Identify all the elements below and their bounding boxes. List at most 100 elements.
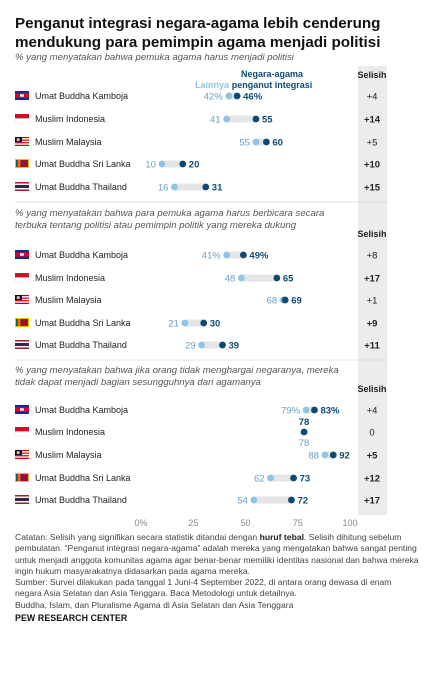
flag-stripe	[15, 340, 29, 342]
flag-stripe	[15, 114, 29, 119]
flag-stripe	[17, 160, 20, 167]
pew-logo: PEW RESEARCH CENTER	[15, 613, 128, 623]
flag-stripe	[15, 456, 29, 458]
value-label-other: 54	[237, 496, 248, 507]
range-bar	[223, 115, 259, 123]
range-bar	[198, 341, 226, 349]
range-bar	[267, 474, 297, 482]
flag-stripe	[15, 142, 29, 144]
dot-integration	[281, 296, 289, 304]
panel-subtitle: % yang menyatakan bahwa jika orang tidak…	[15, 365, 339, 388]
chart-row: Umat Buddha Thailand 29 39 +11	[15, 340, 381, 352]
chart-row: Muslim Malaysia 68 69 +1	[15, 295, 377, 307]
dot-other	[302, 406, 310, 414]
diff-value: +5	[367, 138, 378, 149]
diff-value: +11	[364, 341, 380, 352]
dot-integration	[179, 160, 187, 168]
dot-other	[223, 115, 231, 123]
dot-integration	[202, 183, 210, 191]
diff-column-bg	[358, 66, 387, 515]
value-label-integration: 92	[339, 451, 350, 462]
diff-header: Selisih	[357, 70, 386, 80]
note-text: Catatan: Selisih yang signifikan secara …	[15, 532, 260, 542]
panel-subtitle: % yang menyatakan bahwa para pemuka agam…	[15, 208, 324, 231]
row-label: Umat Buddha Thailand	[35, 495, 127, 505]
flag-stripe	[15, 341, 29, 343]
chart-row: Muslim Malaysia 88 92 +5	[15, 450, 378, 462]
note-bold-text: huruf tebal	[259, 532, 304, 542]
dot-integration	[273, 274, 281, 282]
dot-integration	[200, 319, 208, 327]
range-bar	[171, 183, 209, 191]
chart-row: Muslim Indonesia 78 78 0	[14, 417, 375, 449]
value-label-integration: 20	[189, 160, 200, 171]
flag-stripe	[17, 474, 20, 481]
flag-stripe	[15, 183, 29, 185]
chart-row: Muslim Indonesia 41 55 +14	[14, 114, 381, 126]
flag-stripe	[15, 300, 29, 302]
flag-stripe	[15, 347, 29, 349]
flag-stripe	[15, 273, 29, 278]
report-title: Buddha, Islam, dan Pluralisme Agama di A…	[15, 599, 294, 610]
diff-value: +4	[367, 406, 378, 417]
flag-stripe	[16, 319, 18, 326]
value-label-integration: 55	[262, 115, 273, 126]
value-label-other: 79%	[281, 406, 301, 417]
dot-other	[267, 474, 274, 482]
value-label-integration: 83%	[320, 406, 340, 417]
flag-panel	[20, 160, 28, 167]
value-label-other: 88	[308, 451, 319, 462]
dot-other	[171, 183, 178, 191]
chart-row: Muslim Indonesia 48 65 +17	[14, 273, 380, 285]
flag-stripe	[14, 118, 30, 124]
value-label-other: 68	[267, 296, 278, 307]
diff-value: +4	[367, 92, 378, 103]
legend-other: Lainnya	[195, 80, 230, 90]
row-label: Umat Buddha Kamboja	[35, 405, 128, 415]
x-tick-label: 50	[240, 518, 250, 528]
flag-stripe	[15, 346, 29, 348]
flag-emblem	[20, 408, 24, 411]
chart-panel-1: % yang menyatakan bahwa pemuka agama har…	[14, 52, 388, 203]
flag-stripe	[15, 301, 29, 303]
diff-value: +1	[367, 296, 378, 307]
flag-crescent	[16, 296, 20, 300]
dot-other	[158, 160, 166, 168]
dot-integration	[219, 341, 226, 349]
flag-stripe	[14, 431, 30, 437]
flag-stripe	[15, 455, 29, 457]
dot-other	[225, 92, 233, 100]
chart-panel-2: Selisih Umat Buddha Kamboja 41% 49% +8 Muslim…	[14, 229, 388, 361]
chart-row: Muslim Malaysia 55 60 +5	[15, 137, 377, 149]
flag-stripe	[15, 501, 29, 503]
row-label: Umat Buddha Sri Lanka	[35, 318, 131, 328]
row-label: Umat Buddha Sri Lanka	[35, 473, 131, 483]
chart-row: Umat Buddha Sri Lanka 21 30 +9	[15, 318, 377, 330]
flag-stripe	[15, 498, 29, 501]
diff-value: +9	[367, 319, 378, 330]
flag-panel	[20, 319, 28, 326]
chart-row: Umat Buddha Thailand 54 72 +17	[15, 495, 380, 507]
range-bar	[238, 274, 280, 282]
row-label: Muslim Indonesia	[35, 427, 105, 437]
diff-value: +17	[364, 274, 380, 285]
flag-stripe	[15, 495, 29, 497]
value-label-integration: 72	[297, 496, 308, 507]
value-label-other: 42%	[204, 92, 224, 103]
value-label-integration: 46%	[243, 92, 263, 103]
flag-stripe	[15, 182, 29, 184]
chart-row: Umat Buddha Kamboja 79% 83% +4	[15, 405, 377, 417]
note-text-cont: . Selisih dihitung sebelum pembulatan. “…	[15, 532, 419, 576]
value-label-integration: 73	[300, 474, 311, 485]
value-label-integration: 60	[272, 138, 283, 149]
flag-stripe	[14, 277, 30, 283]
x-tick-label: 0%	[134, 518, 147, 528]
dot-other	[237, 274, 245, 282]
flag-stripe	[15, 189, 29, 191]
flag-stripe	[15, 143, 29, 145]
flag-stripe	[15, 343, 29, 346]
row-label: Muslim Malaysia	[35, 295, 102, 305]
dot-other	[252, 138, 260, 146]
